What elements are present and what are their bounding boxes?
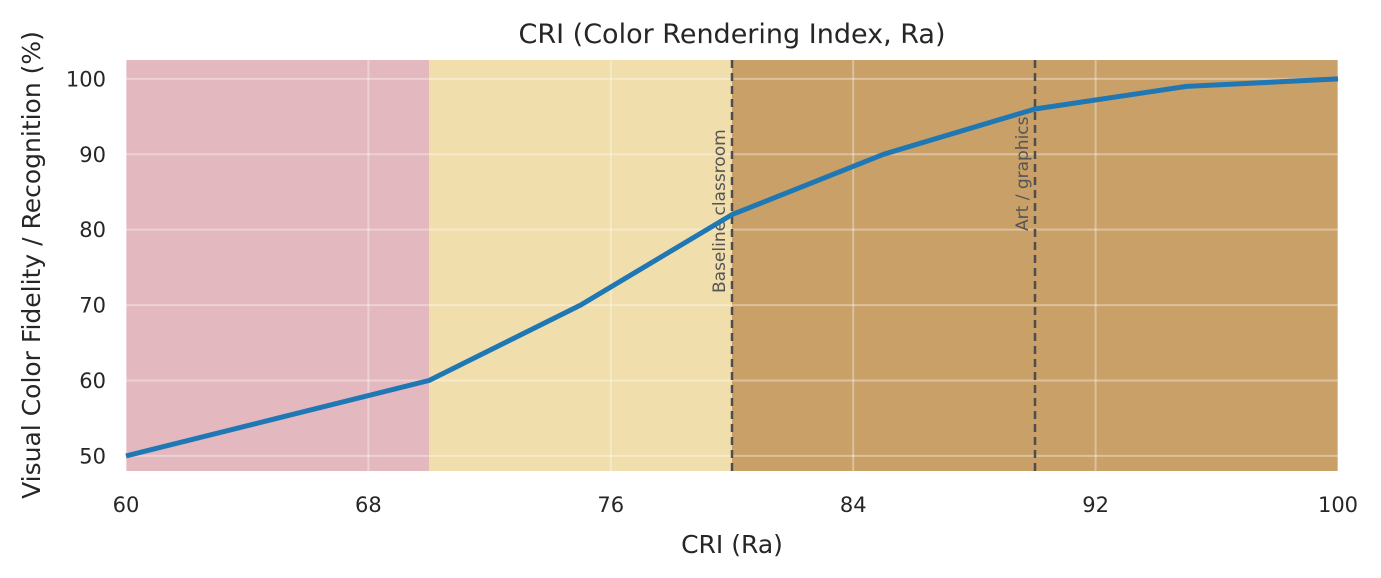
y-tick-label-1: 60: [79, 369, 106, 393]
y-tick-label-2: 70: [79, 294, 106, 318]
reference-label-1: Art / graphics: [1013, 116, 1033, 231]
x-tick-labels: 60 68 76 84 92 100: [113, 493, 1358, 517]
grid-lines: [125, 60, 1339, 471]
x-tick-label-5: 100: [1318, 493, 1358, 517]
y-tick-label-3: 80: [79, 218, 106, 242]
y-tick-label-5: 100: [66, 67, 106, 91]
x-tick-label-0: 60: [113, 493, 140, 517]
y-tick-label-0: 50: [79, 444, 106, 468]
x-tick-label-4: 92: [1082, 493, 1109, 517]
band-0: [126, 60, 429, 471]
x-axis-title: CRI (Ra): [681, 530, 783, 559]
y-tick-labels: 50 60 70 80 90 100: [66, 67, 106, 468]
x-tick-label-3: 84: [840, 493, 867, 517]
x-tick-label-2: 76: [597, 493, 624, 517]
y-tick-label-4: 90: [79, 143, 106, 167]
reference-label-0: Baseline classroom: [710, 129, 730, 293]
series-lines: [125, 76, 1339, 459]
chart-title: CRI (Color Rendering Index, Ra): [519, 19, 946, 50]
band-2: [732, 60, 1338, 471]
reference-lines: Baseline classroom Art / graphics: [710, 60, 1037, 471]
band-1: [429, 60, 732, 471]
y-axis-title: Visual Color Fidelity / Recognition (%): [17, 31, 46, 499]
x-tick-label-1: 68: [355, 493, 382, 517]
